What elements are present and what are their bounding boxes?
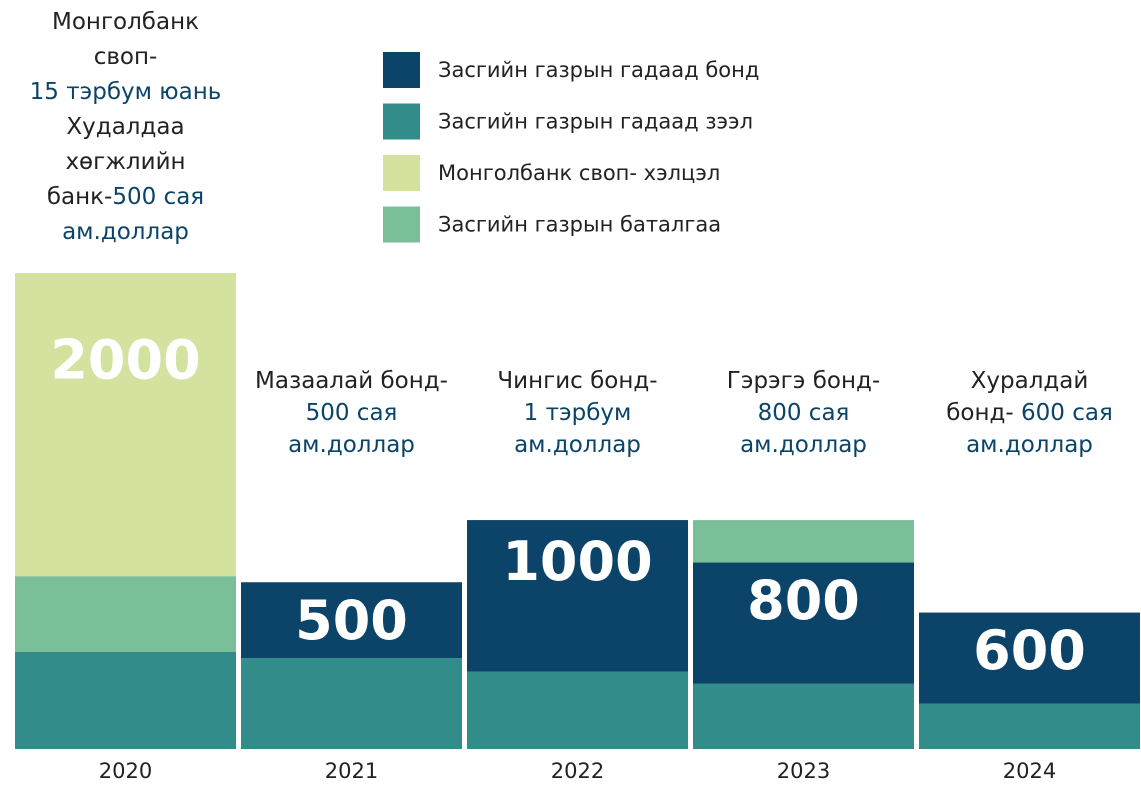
annotation-part: 1 тэрбум [524,400,632,426]
value-label: 800 [747,569,860,632]
bar-segment [241,658,462,749]
value-label: 2000 [50,329,200,392]
annotation: 15 тэрбум юань [30,79,222,105]
annotation-part: ам.доллар [288,432,415,458]
annotation: Мазаалай бонд- [255,368,448,394]
bar-segment [15,272,236,577]
annotation-part: 500 сая [112,184,204,210]
annotation-part: бонд- [946,400,1021,426]
annotation-part: Хуралдай [971,368,1089,394]
annotation: ам.доллар [288,432,415,458]
annotation-part: ам.доллар [514,432,641,458]
annotation-part: ам.доллар [62,219,189,245]
annotation: Хуралдай [971,368,1089,394]
bar-segment [693,520,914,563]
annotation: Чингис бонд- [497,368,657,394]
annotation: банк-500 сая [47,184,204,210]
annotation-part: банк- [47,184,113,210]
annotation-part: 600 сая [1021,400,1113,426]
annotation: 800 сая [758,400,850,426]
annotation: 1 тэрбум [524,400,632,426]
legend-swatch [383,52,420,88]
value-label: 1000 [502,530,652,593]
bar-segment [15,576,236,652]
x-tick-label: 2020 [99,759,152,783]
annotation: ам.доллар [966,432,1093,458]
annotation: своп- [94,44,158,70]
annotation: Гэрэгэ бонд- [727,368,880,394]
bar-segment [919,612,1140,704]
annotation-part: Монголбанк [52,9,199,35]
legend-label: Засгийн газрын баталгаа [438,213,721,237]
bar-segment [467,671,688,749]
x-tick-label: 2021 [325,759,378,783]
annotation-part: хөгжлийн [65,149,185,175]
annotation: 500 сая [306,400,398,426]
legend-label: Монголбанк своп- хэлцэл [438,161,720,185]
legend-swatch [383,103,420,140]
value-label: 600 [973,619,1086,682]
annotation-part: Мазаалай бонд- [255,368,448,394]
annotation: ам.доллар [514,432,641,458]
legend-swatch [383,206,420,243]
bar-segment [919,703,1140,749]
annotation-part: 15 тэрбум юань [30,79,222,105]
annotation: Монголбанк [52,9,199,35]
annotation-part: Худалдаа [66,114,184,140]
bar-segment [693,562,914,684]
x-tick-label: 2022 [551,759,604,783]
annotation: ам.доллар [62,219,189,245]
annotation-part: своп- [94,44,158,70]
annotation: хөгжлийн [65,149,185,175]
x-tick-label: 2024 [1003,759,1056,783]
bar-segment [15,651,236,749]
annotation-part: 500 сая [306,400,398,426]
annotation-part: ам.доллар [966,432,1093,458]
annotation: ам.доллар [740,432,867,458]
legend-label: Засгийн газрын гадаад зээл [438,110,753,134]
annotation-part: Гэрэгэ бонд- [727,368,880,394]
legend-swatch [383,155,420,191]
annotation-part: Чингис бонд- [497,368,657,394]
value-label: 500 [295,589,408,652]
bar-segment [693,683,914,749]
x-tick-label: 2023 [777,759,830,783]
bar-segment [241,582,462,659]
annotation: Худалдаа [66,114,184,140]
bar-segment [467,520,688,672]
legend-label: Засгийн газрын гадаад бонд [438,58,759,82]
annotation-part: 800 сая [758,400,850,426]
annotation-part: ам.доллар [740,432,867,458]
annotation: бонд- 600 сая [946,400,1113,426]
